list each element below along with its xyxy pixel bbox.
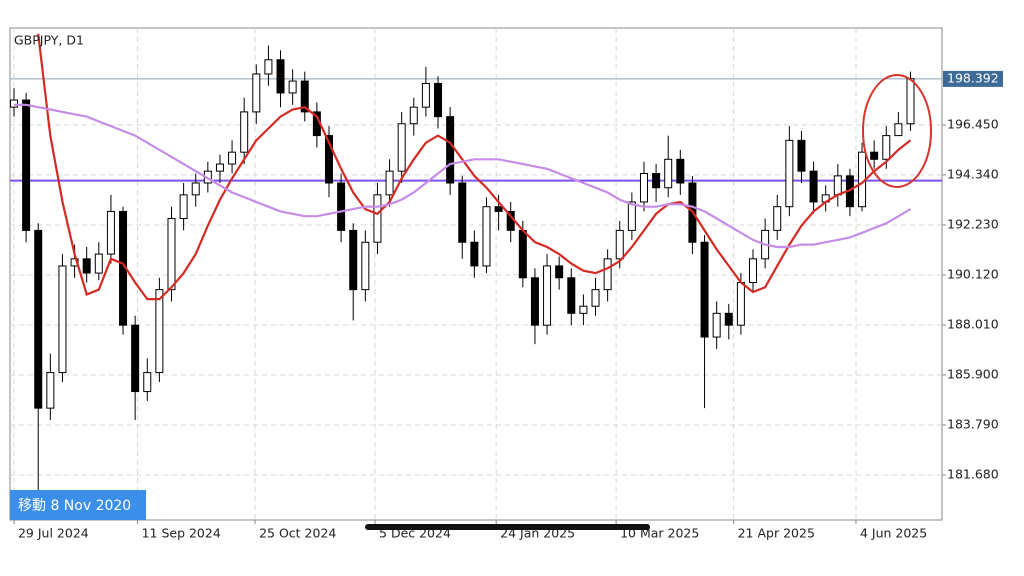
candle-body — [143, 372, 152, 393]
candle-body — [579, 305, 588, 314]
scroll-bar — [365, 524, 650, 530]
candle-body — [94, 253, 103, 274]
candle-body — [9, 99, 18, 108]
moving-average — [37, 33, 912, 301]
y-tick-label: 196.450 — [947, 116, 999, 131]
candle-body — [397, 123, 406, 172]
x-tick-label: 25 Oct 2024 — [259, 526, 336, 541]
candle-body — [46, 372, 55, 409]
candle-body — [676, 158, 685, 184]
candle-body — [482, 206, 491, 267]
candle-body — [785, 139, 794, 208]
candle-body — [300, 80, 309, 113]
candle-body — [324, 135, 333, 184]
candle-body — [518, 229, 527, 279]
candle-body — [276, 59, 285, 94]
candle-body — [700, 241, 709, 338]
candle-body — [906, 78, 915, 125]
date-badge-label: 移動 8 Nov 2020 — [18, 498, 131, 514]
candle-body — [240, 111, 249, 153]
x-tick-label: 4 Jun 2025 — [860, 526, 927, 541]
candle-body — [724, 312, 733, 326]
candle-body — [603, 258, 612, 291]
candle-body — [591, 289, 600, 307]
candle-body — [446, 116, 455, 184]
highlight-circle — [862, 74, 932, 188]
y-tick-label: 181.680 — [947, 466, 999, 481]
candle-body — [337, 182, 346, 231]
candle-body — [215, 163, 224, 172]
candle-body — [228, 151, 237, 165]
candle-body — [736, 282, 745, 326]
candle-body — [34, 229, 43, 409]
candle-body — [652, 173, 661, 189]
candle-body — [264, 59, 273, 75]
y-tick-label: 188.010 — [947, 316, 999, 331]
candle-body — [361, 241, 370, 291]
y-tick-label: 185.900 — [947, 366, 999, 381]
candle-body — [567, 277, 576, 314]
chart-title: GBPJPY, D1 — [14, 33, 84, 48]
candle-body — [288, 80, 297, 94]
candle-body — [530, 277, 539, 326]
candle-body — [627, 201, 636, 231]
candle-body — [434, 82, 443, 118]
candle-body — [470, 241, 479, 267]
candle-body — [131, 324, 140, 393]
y-tick-label: 183.790 — [947, 416, 999, 431]
last-price-box — [943, 70, 1003, 87]
candle-body — [809, 170, 818, 203]
candle-body — [349, 229, 358, 291]
candle-body — [543, 265, 552, 326]
y-tick-label: 194.340 — [947, 166, 999, 181]
top-mask — [0, 0, 1024, 28]
candle-body — [555, 265, 564, 279]
candle-body — [833, 175, 842, 196]
candle-body — [797, 139, 806, 172]
y-tick-label: 192.230 — [947, 216, 999, 231]
moving-average — [14, 103, 912, 249]
candle-body — [664, 158, 673, 189]
candle-body — [252, 73, 261, 113]
plot-frame — [9, 27, 943, 521]
x-tick-label: 11 Sep 2024 — [142, 526, 221, 541]
candle-body — [894, 123, 903, 137]
candle-body — [409, 106, 418, 125]
candle-body — [639, 173, 648, 203]
date-badge — [10, 490, 146, 520]
x-tick-label: 29 Jul 2024 — [18, 526, 89, 541]
candle-body — [421, 82, 430, 108]
candle-body — [191, 182, 200, 196]
candle-body — [385, 170, 394, 196]
candle-body — [870, 151, 879, 160]
candle-body — [615, 229, 624, 260]
candle-body — [458, 182, 467, 243]
last-price-label: 198.392 — [947, 70, 999, 85]
candle-body — [373, 194, 382, 243]
x-tick-label: 21 Apr 2025 — [738, 526, 815, 541]
candle-body — [22, 99, 31, 231]
candle-body — [58, 265, 67, 374]
candle-body — [749, 258, 758, 284]
candle-body — [155, 289, 164, 374]
candle-body — [167, 218, 176, 291]
candle-body — [494, 206, 503, 212]
candle-body — [106, 210, 115, 255]
candle-body — [179, 194, 188, 220]
candle-body — [712, 312, 721, 338]
candle-body — [773, 206, 782, 231]
candle-body — [882, 135, 891, 160]
candle-body — [82, 258, 91, 274]
y-tick-label: 190.120 — [947, 266, 999, 281]
